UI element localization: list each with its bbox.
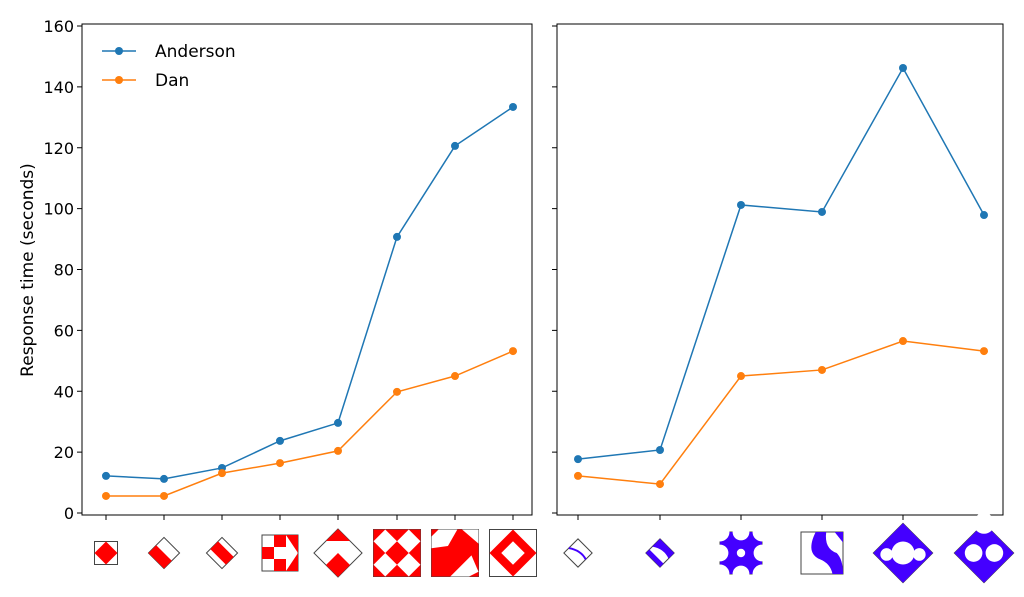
data-point-dan — [276, 459, 284, 468]
data-point-anderson — [737, 200, 745, 209]
data-point-anderson — [160, 474, 168, 483]
data-point-dan — [451, 372, 459, 381]
y-tick-label: 80 — [54, 261, 74, 280]
data-point-dan — [818, 365, 826, 374]
y-tick-label: 20 — [54, 443, 74, 462]
axes-frame-1 — [556, 23, 1004, 516]
pattern-icon-blue-5 — [872, 522, 934, 584]
data-point-anderson — [451, 141, 459, 150]
data-point-dan — [334, 446, 342, 455]
data-point-anderson — [102, 471, 110, 480]
pattern-icon-blue-2 — [645, 538, 675, 568]
legend-marker — [115, 47, 123, 55]
data-point-anderson — [276, 436, 284, 445]
data-point-dan — [656, 480, 664, 489]
pattern-icon-blue-4 — [800, 531, 844, 575]
pattern-icon-red-2 — [147, 536, 181, 570]
legend-marker — [115, 76, 123, 84]
data-point-dan — [393, 387, 401, 396]
data-point-dan — [218, 469, 226, 478]
axes-frame-0 — [81, 23, 533, 516]
data-point-anderson — [334, 418, 342, 427]
series-line-anderson — [105, 106, 514, 480]
pattern-icon-red-1 — [94, 541, 118, 565]
pattern-icon-red-5 — [313, 528, 363, 578]
y-tick-label: 120 — [43, 139, 74, 158]
data-point-anderson — [656, 445, 664, 454]
data-point-anderson — [509, 102, 517, 111]
data-point-dan — [160, 491, 168, 500]
series-line-dan — [106, 350, 514, 497]
legend-label: Anderson — [155, 42, 236, 62]
series-line-dan — [577, 340, 985, 485]
data-point-dan — [980, 347, 988, 356]
pattern-icon-blue-1 — [563, 538, 593, 568]
data-point-anderson — [393, 232, 401, 241]
data-point-dan — [574, 471, 582, 480]
y-tick-label: 160 — [43, 17, 74, 36]
pattern-icon-red-4 — [261, 534, 299, 572]
pattern-icon-blue-3 — [710, 522, 772, 584]
y-tick-label: 0 — [64, 504, 74, 523]
data-point-anderson — [818, 207, 826, 216]
pattern-icon-red-6 — [373, 529, 421, 577]
legend-label: Dan — [155, 71, 189, 91]
y-tick-label: 100 — [43, 200, 74, 219]
y-tick-label: 40 — [54, 382, 74, 401]
data-point-dan — [102, 491, 110, 500]
data-point-dan — [899, 337, 907, 346]
y-tick-label: 140 — [43, 78, 74, 97]
data-point-anderson — [980, 211, 988, 220]
pattern-icon-blue-6 — [953, 512, 1015, 584]
y-tick-label: 60 — [54, 321, 74, 340]
data-point-anderson — [899, 64, 907, 73]
pattern-icon-red-3 — [205, 536, 239, 570]
y-axis-label: Response time (seconds) — [18, 163, 38, 377]
pattern-icon-red-7 — [431, 529, 479, 577]
pattern-icon-red-8 — [489, 529, 537, 577]
data-point-dan — [737, 372, 745, 381]
data-point-anderson — [574, 455, 582, 464]
series-line-anderson — [577, 66, 985, 460]
data-point-dan — [509, 347, 517, 356]
